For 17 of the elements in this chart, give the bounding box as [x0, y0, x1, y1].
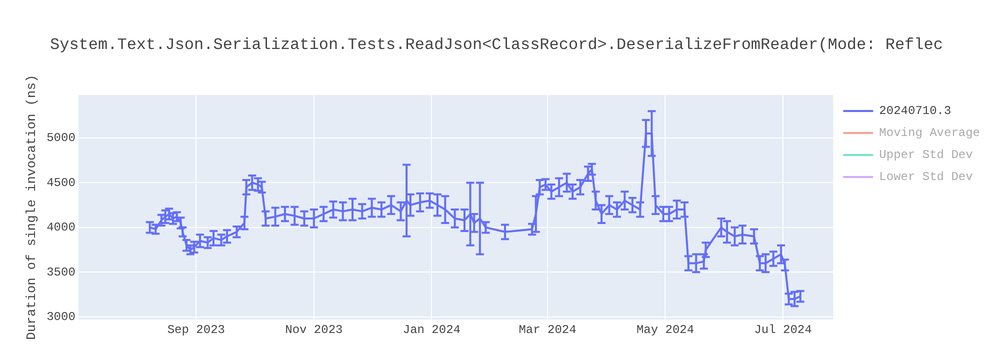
x-tick-label: May 2024	[636, 322, 694, 337]
x-tick-label: Nov 2023	[285, 322, 343, 337]
x-tick-label: Sep 2023	[167, 322, 225, 337]
y-tick-label: 3500	[46, 265, 76, 280]
x-tick-label: Jan 2024	[402, 322, 460, 337]
legend-label: Upper Std Dev	[879, 148, 973, 162]
legend-label: 20240710.3	[879, 104, 952, 118]
y-tick-label: 5000	[46, 131, 76, 146]
y-tick-label: 4500	[46, 176, 76, 190]
legend-label: Lower Std Dev	[879, 170, 973, 184]
x-tick-label: Jul 2024	[754, 322, 812, 337]
legend-label: Moving Average	[879, 126, 980, 140]
chart-title: System.Text.Json.Serialization.Tests.ReadJson<ClassRecord>.DeserializeFromReader(Mode: Reflec	[50, 36, 943, 54]
y-tick-label: 4000	[46, 220, 76, 235]
x-tick-label: Mar 2024	[518, 322, 576, 337]
y-axis-title: Duration of single invocation (ns)	[24, 74, 40, 340]
y-tick-label: 3000	[46, 310, 76, 324]
